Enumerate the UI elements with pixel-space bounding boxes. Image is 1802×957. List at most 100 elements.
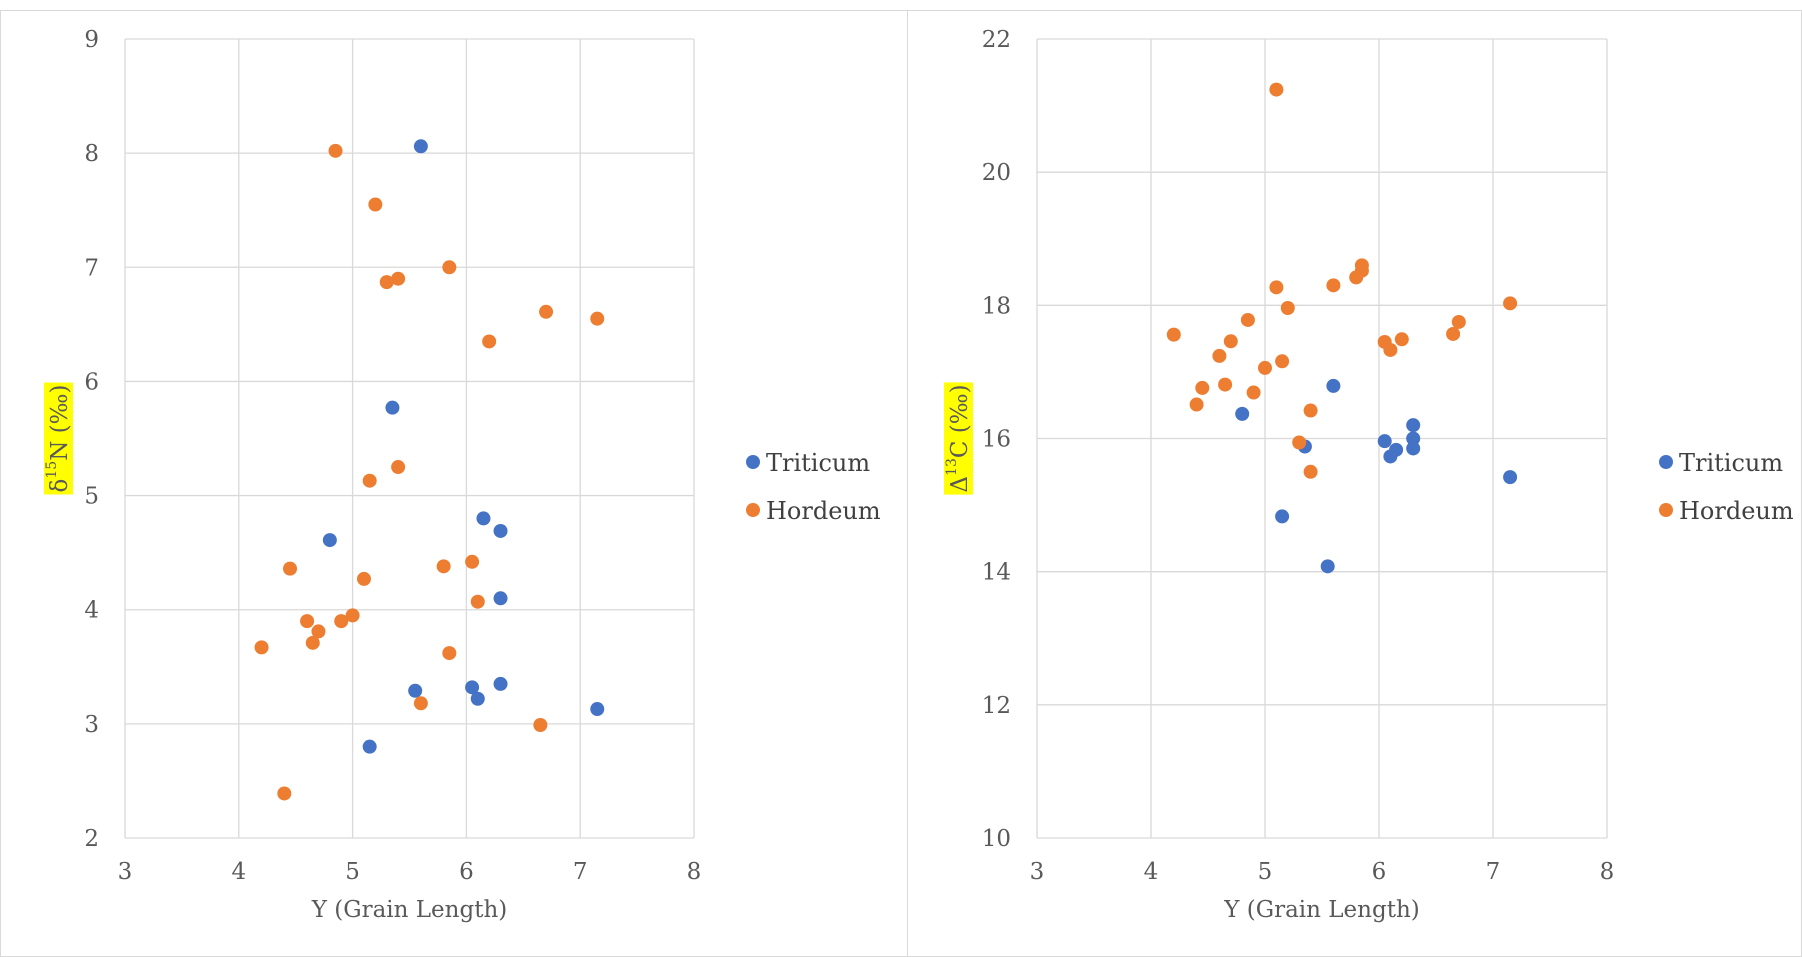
chart-1-hordeum-point (300, 614, 315, 629)
chart-1-hordeum-point (539, 304, 554, 319)
chart-2-x-tick-label: 6 (1372, 859, 1387, 885)
chart-1-triticum-point (476, 511, 491, 526)
chart-1-y-tick-label: 6 (84, 369, 99, 395)
chart-2-hordeum-point (1258, 360, 1272, 375)
chart-1-y-axis-title: δ15N (‰) (44, 385, 73, 493)
chart-1-hordeum-point (465, 554, 480, 569)
chart-1-hordeum-point (305, 635, 320, 650)
chart-2-y-axis-title-highlight (944, 382, 973, 495)
chart-2-hordeum-point (1275, 354, 1290, 369)
chart-1-x-tick-label: 7 (573, 859, 588, 885)
chart-2-triticum-point (1377, 434, 1392, 449)
chart-1-hordeum-point (356, 571, 371, 586)
chart-2-hordeum-point (1383, 342, 1398, 357)
chart-1-triticum-point (493, 676, 508, 691)
chart-2-triticum-point (1320, 559, 1335, 574)
chart-1-hordeum-point (442, 260, 457, 275)
chart-1-hordeum-point (470, 594, 485, 609)
chart-1-hordeum-point (391, 460, 406, 475)
chart-2-hordeum-point (1354, 258, 1369, 273)
chart-2-hordeum-point (1326, 278, 1341, 293)
chart-1-hordeum-point (368, 197, 383, 212)
chart-1-legend-label-triticum: Triticum (766, 449, 870, 477)
chart-2-triticum-point (1389, 442, 1404, 457)
chart-1-triticum-point (413, 139, 428, 154)
chart-1-triticum-point (590, 702, 605, 717)
chart-2-triticum-point (1406, 418, 1421, 433)
chart-1-triticum-point (470, 691, 485, 706)
chart-2-triticum-point (1275, 509, 1290, 524)
chart-2-x-tick-label: 8 (1600, 859, 1615, 885)
chart-1-y-tick-label: 3 (84, 712, 99, 738)
chart-1-hordeum-point (311, 624, 326, 639)
chart-1-x-tick-label: 5 (345, 859, 360, 885)
chart-2-hordeum-point (1303, 464, 1318, 479)
chart-1-triticum-point (465, 680, 480, 695)
chart-2-triticum-point (1235, 406, 1250, 421)
chart-2-hordeum-point (1218, 377, 1233, 392)
chart-1-hordeum-point (590, 311, 605, 326)
chart-2-y-tick-label: 12 (982, 693, 1011, 719)
chart-2-y-axis-title: Δ13C (‰) (944, 384, 973, 492)
chart-2-x-tick-label: 3 (1030, 859, 1045, 885)
chart-1-triticum-point (362, 739, 377, 754)
chart-1-x-axis-title: Y (Grain Length) (311, 897, 507, 923)
chart-1-y-tick-label: 5 (84, 484, 99, 510)
chart-1-triticum-point (322, 533, 337, 548)
chart-2-y-axis-title-group: Δ13C (‰) (944, 382, 973, 495)
chart-1-y-tick-label: 8 (84, 141, 99, 167)
chart-1-triticum-point (493, 523, 508, 538)
chart-1-x-tick-label: 4 (231, 859, 246, 885)
chart-2-hordeum-point (1394, 332, 1409, 347)
chart-1-hordeum-point (413, 696, 428, 711)
chart-2-hordeum-point (1503, 296, 1518, 311)
chart-1-hordeum-point (362, 473, 377, 488)
chart-1-hordeum-point (442, 646, 457, 661)
chart-2: 10 12 14 16 18 20 22 3 4 5 6 7 8 Y (Grain Length) Δ13C… (944, 27, 1794, 923)
chart-2-hordeum-point (1446, 326, 1461, 341)
chart-2-y-axis-title-symbol: Δ (947, 476, 973, 493)
chart-1-y-tick-label: 9 (84, 27, 99, 53)
chart-2-y-tick-label: 14 (982, 560, 1011, 586)
chart-2-x-axis-title: Y (Grain Length) (1223, 897, 1419, 923)
chart-1-triticum-point (385, 400, 400, 415)
chart-1-legend-marker-triticum (746, 455, 760, 469)
chart-2-hordeum-point (1195, 380, 1210, 395)
chart-1-hordeum-point (379, 275, 394, 290)
chart-1-y-axis-title-superscript: 15 (44, 461, 60, 479)
chart-2-y-axis-title-rest: C (‰) (947, 384, 973, 458)
chart-1-y-axis-title-group: δ15N (‰) (44, 382, 73, 495)
chart-2-y-tick-label: 10 (982, 826, 1011, 852)
chart-1-y-tick-label: 4 (84, 598, 99, 624)
chart-2-y-axis-title-superscript: 13 (944, 458, 960, 476)
chart-2-hordeum-point (1166, 327, 1181, 342)
chart-1-hordeum-point (345, 608, 360, 623)
chart-2-y-tick-label: 16 (982, 427, 1011, 453)
chart-2-legend-label-hordeum: Hordeum (1679, 497, 1794, 525)
chart-1-y-axis-title-symbol: δ (47, 479, 73, 493)
chart-2-triticum-point (1406, 431, 1421, 446)
chart-2-x-tick-label: 7 (1486, 859, 1501, 885)
chart-2-x-tick-label: 5 (1258, 859, 1273, 885)
chart-1-y-axis-title-highlight (44, 382, 73, 495)
chart-2-frame (907, 10, 1802, 957)
chart-1-y-axis-title-rest: N (‰) (47, 385, 73, 461)
chart-1-x-tick-label: 6 (459, 859, 474, 885)
chart-1-y-tick-label: 7 (84, 255, 99, 281)
chart-1-frame (0, 10, 908, 957)
chart-1-triticum-point (493, 591, 508, 606)
chart-2-legend-marker-hordeum (1659, 503, 1673, 517)
chart-1-x-tick-label: 8 (687, 859, 702, 885)
chart-1-hordeum-point (533, 717, 548, 732)
chart-2-hordeum-point (1246, 385, 1261, 400)
chart-1-hordeum-point (482, 334, 497, 349)
chart-2-hordeum-point (1240, 312, 1255, 327)
chart-2-y-tick-label: 18 (982, 293, 1011, 319)
chart-1-triticum-point (408, 683, 423, 698)
chart-1-hordeum-point (277, 786, 292, 801)
chart-2-legend-label-triticum: Triticum (1679, 449, 1783, 477)
chart-2-hordeum-point (1212, 348, 1227, 363)
chart-1-legend-label-hordeum: Hordeum (766, 497, 881, 525)
